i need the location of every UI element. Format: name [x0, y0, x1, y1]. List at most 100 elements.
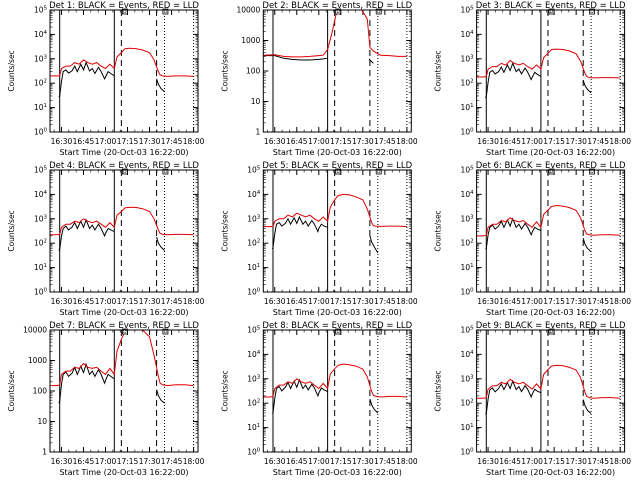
x-tick-label: 16:45: [286, 137, 308, 146]
marker-label: D: [336, 9, 340, 15]
y-axis-label: Counts/sec: [7, 210, 16, 251]
plot-area: [263, 170, 408, 292]
y-axis-label: Counts/sec: [434, 50, 443, 91]
x-axis-label: Start Time (20-Oct-03 16:22:00): [273, 148, 402, 157]
events-series-line: [156, 78, 165, 93]
y-tick-label: 102: [461, 79, 474, 88]
y-tick-label: 104: [247, 350, 261, 359]
chart-title: Det 7: BLACK = Events, RED = LLD: [49, 321, 199, 331]
x-tick-label: 16:30: [51, 137, 73, 146]
x-tick-label: 17:30: [139, 137, 161, 146]
x-tick-label: 18:00: [609, 137, 631, 146]
events-series-line: [156, 236, 165, 251]
y-tick-label: 10: [251, 97, 261, 106]
x-tick-label: 16:30: [264, 137, 286, 146]
x-tick-label: 17:30: [352, 297, 374, 306]
x-tick-label: 16:45: [73, 457, 95, 466]
x-tick-label: 16:45: [286, 297, 308, 306]
chart-title: Det 8: BLACK = Events, RED = LLD: [262, 321, 412, 331]
x-tick-label: 16:45: [286, 457, 308, 466]
detector-panel-1: Det 1: BLACK = Events, RED = LLD Counts/s…: [7, 1, 205, 157]
x-tick-label: 18:00: [609, 297, 631, 306]
x-tick-label: 17:00: [521, 137, 543, 146]
marker-box: [589, 8, 595, 15]
x-tick-label: 17:15: [330, 457, 352, 466]
chart-title: Det 5: BLACK = Events, RED = LLD: [262, 161, 412, 171]
x-tick-label: 17:45: [161, 137, 183, 146]
marker-box: [162, 328, 169, 335]
y-axis-label: Counts/sec: [7, 50, 16, 91]
y-tick-label: 1: [42, 448, 47, 457]
marker-label: D: [377, 9, 381, 15]
marker-box: [589, 168, 595, 175]
x-tick-label: 17:45: [374, 137, 396, 146]
y-tick-label: 102: [34, 239, 47, 248]
plot-frame: [49, 9, 199, 133]
plot-area: [50, 330, 195, 452]
marker-box: [375, 328, 382, 335]
x-tick-label: 18:00: [183, 457, 205, 466]
plot-frame: [476, 169, 626, 293]
x-axis-label: Start Time (20-Oct-03 16:22:00): [59, 308, 188, 317]
y-tick-label: 1000: [241, 36, 260, 45]
detector-panel-8: Det 8: BLACK = Events, RED = LLD Counts/s…: [220, 321, 418, 477]
x-tick-label: 17:30: [352, 457, 374, 466]
x-tick-label: 16:45: [499, 137, 521, 146]
marker-box: [375, 168, 382, 175]
y-tick-label: 100: [246, 67, 261, 76]
y-tick-label: 103: [34, 214, 48, 223]
plot-area: [476, 10, 621, 132]
y-tick-label: 101: [34, 263, 47, 272]
plot-area: [476, 330, 621, 452]
y-tick-label: 101: [461, 103, 474, 112]
x-tick-label: 16:30: [477, 137, 499, 146]
events-series-line: [58, 362, 115, 404]
events-series-line: [58, 218, 115, 251]
y-tick-label: 100: [461, 448, 475, 457]
y-tick-label: 101: [461, 423, 474, 432]
marker-label: D: [164, 9, 168, 15]
marker-box: [335, 328, 342, 335]
x-tick-label: 17:15: [543, 297, 565, 306]
y-axis-label: Counts/sec: [434, 210, 443, 251]
events-series-line: [582, 399, 592, 414]
plot-area: [50, 170, 195, 292]
y-tick-label: 103: [247, 214, 261, 223]
x-tick-label: 16:45: [73, 297, 95, 306]
marker-box: [162, 8, 169, 15]
y-tick-label: 105: [247, 166, 261, 175]
y-tick-label: 104: [461, 190, 475, 199]
lld-series-line: [476, 48, 621, 79]
x-tick-label: 17:30: [139, 297, 161, 306]
y-tick-label: 101: [247, 263, 260, 272]
y-axis-label: Counts/sec: [7, 370, 16, 411]
x-tick-label: 18:00: [396, 137, 418, 146]
events-series-line: [58, 61, 115, 98]
y-tick-label: 102: [461, 399, 474, 408]
x-tick-label: 17:15: [117, 137, 139, 146]
x-tick-label: 16:30: [264, 457, 286, 466]
marker-box: [335, 168, 342, 175]
plot-frame: [476, 329, 626, 453]
x-tick-label: 17:45: [374, 457, 396, 466]
x-tick-label: 16:30: [51, 297, 73, 306]
y-tick-label: 104: [247, 190, 261, 199]
x-tick-label: 17:45: [374, 297, 396, 306]
marker-label: D: [336, 169, 340, 175]
y-tick-label: 102: [247, 239, 260, 248]
x-tick-label: 17:15: [117, 297, 139, 306]
x-tick-label: 17:00: [521, 297, 543, 306]
events-series-line: [369, 398, 379, 414]
marker-label: D: [550, 329, 554, 335]
y-axis-label: Counts/sec: [220, 370, 229, 411]
y-axis-label: Counts/sec: [220, 50, 229, 91]
events-series-line: [485, 379, 542, 415]
x-tick-label: 18:00: [396, 457, 418, 466]
lld-series-line: [50, 47, 194, 77]
lld-series-line: [50, 330, 194, 387]
y-tick-label: 100: [34, 288, 48, 297]
marker-label: D: [336, 329, 340, 335]
marker-box: [548, 168, 555, 175]
plot-frame: [49, 329, 199, 453]
